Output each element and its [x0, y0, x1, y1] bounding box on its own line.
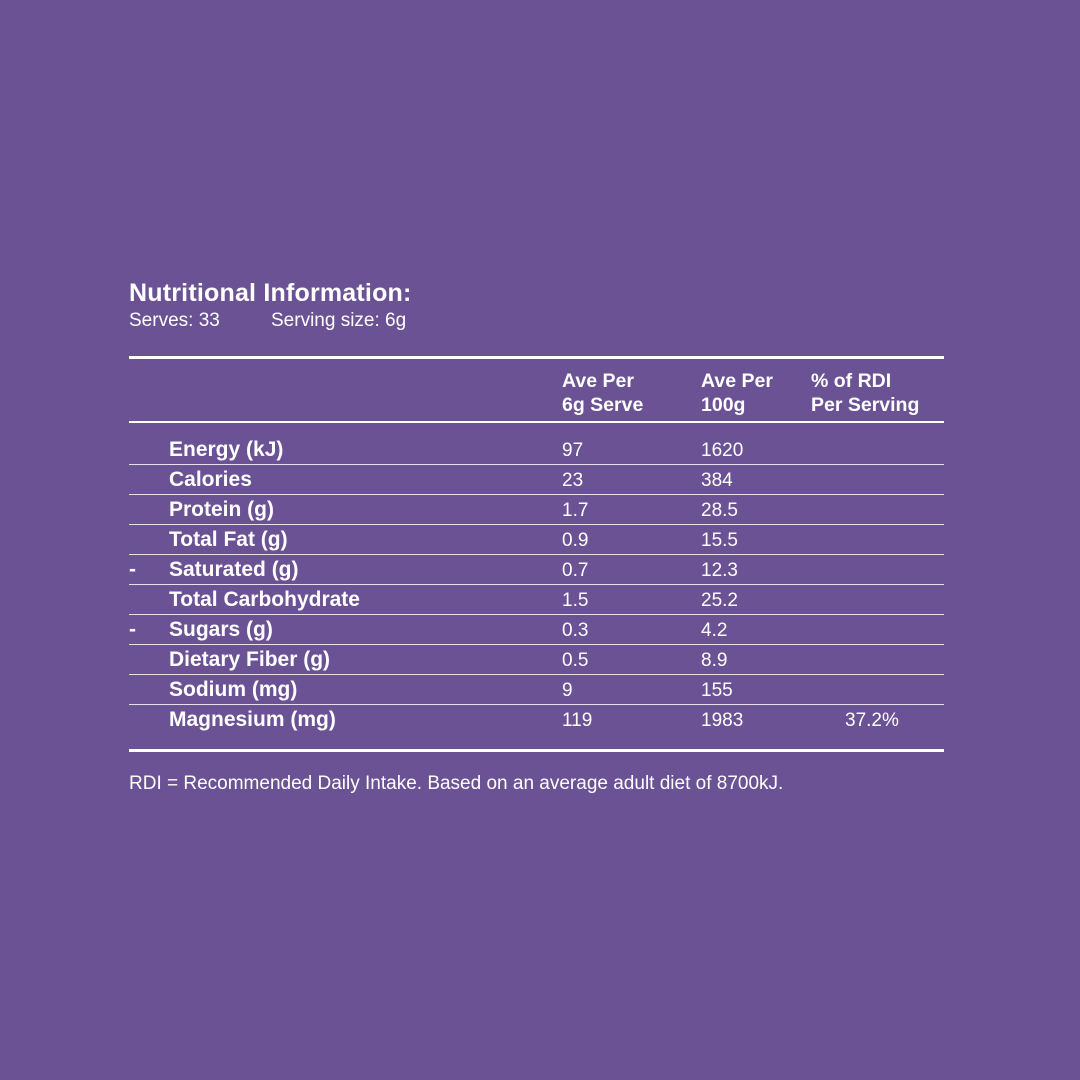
per-100g-value: 1620	[701, 440, 744, 461]
per-serve-value: 23	[562, 470, 584, 491]
table-row: Dietary Fiber (g) 0.5 8.9	[129, 646, 944, 675]
rdi-footnote: RDI = Recommended Daily Intake. Based on…	[129, 773, 784, 794]
nutrient-name: Total Carbohydrate	[169, 588, 360, 611]
per-100g-value: 155	[701, 680, 733, 701]
serving-info: Serves: 33 Serving size: 6g	[129, 309, 944, 333]
nutrient-name: Magnesium (mg)	[169, 708, 336, 731]
bottom-rule	[129, 749, 944, 752]
table-row: Calories 23 384	[129, 466, 944, 495]
per-100g-value: 1983	[701, 710, 744, 731]
per-serve-value: 0.7	[562, 560, 589, 581]
nutrient-name: - Saturated (g)	[129, 558, 299, 581]
nutrient-name: Energy (kJ)	[169, 438, 284, 461]
per-100g-value: 12.3	[701, 560, 738, 581]
top-rule	[129, 356, 944, 359]
header-rdi-per-serving: % of RDI Per Serving	[811, 370, 920, 416]
nutrient-name: Sodium (mg)	[169, 678, 298, 701]
per-serve-value: 119	[562, 710, 593, 731]
nutrient-name: - Sugars (g)	[129, 618, 273, 641]
serving-size: Serving size: 6g	[271, 310, 407, 331]
table-row: Total Carbohydrate 1.5 25.2	[129, 586, 944, 615]
per-serve-value: 1.5	[562, 590, 589, 611]
per-100g-value: 384	[701, 470, 733, 491]
table-row: Protein (g) 1.7 28.5	[129, 496, 944, 525]
nutrient-name: Calories	[169, 468, 252, 491]
per-100g-value: 15.5	[701, 530, 738, 551]
per-100g-value: 28.5	[701, 500, 738, 521]
per-serve-value: 0.5	[562, 650, 589, 671]
table-row: Magnesium (mg) 119 1983 37.2%	[129, 706, 944, 734]
nutrition-panel: Nutritional Information: Serves: 33 Servi…	[129, 278, 944, 796]
table-body: Energy (kJ) 97 1620 Calories 23 384 Prot…	[129, 436, 944, 734]
per-serve-value: 0.3	[562, 620, 589, 641]
per-serve-value: 9	[562, 680, 573, 701]
rdi-value: 37.2%	[845, 710, 899, 731]
table-row: Energy (kJ) 97 1620	[129, 436, 944, 465]
per-serve-value: 0.9	[562, 530, 589, 551]
nutrient-name: Dietary Fiber (g)	[169, 648, 331, 671]
nutrient-name: Total Fat (g)	[169, 528, 288, 551]
serves-count: Serves: 33	[129, 310, 220, 331]
header-ave-per-serve: Ave Per 6g Serve	[562, 370, 644, 416]
table-row: - Saturated (g) 0.7 12.3	[129, 556, 944, 585]
table-row: - Sugars (g) 0.3 4.2	[129, 616, 944, 645]
per-serve-value: 1.7	[562, 500, 589, 521]
header-ave-per-100g: Ave Per 100g	[701, 370, 773, 416]
table-row: Total Fat (g) 0.9 15.5	[129, 526, 944, 555]
per-serve-value: 97	[562, 440, 584, 461]
nutrient-name: Protein (g)	[169, 498, 274, 521]
header-rule	[129, 421, 944, 423]
per-100g-value: 25.2	[701, 590, 738, 611]
panel-title: Nutritional Information:	[129, 279, 412, 307]
table-header: Ave Per 6g Serve Ave Per 100g % of RDI P…	[129, 359, 944, 421]
per-100g-value: 8.9	[701, 650, 728, 671]
per-100g-value: 4.2	[701, 620, 728, 641]
table-row: Sodium (mg) 9 155	[129, 676, 944, 705]
